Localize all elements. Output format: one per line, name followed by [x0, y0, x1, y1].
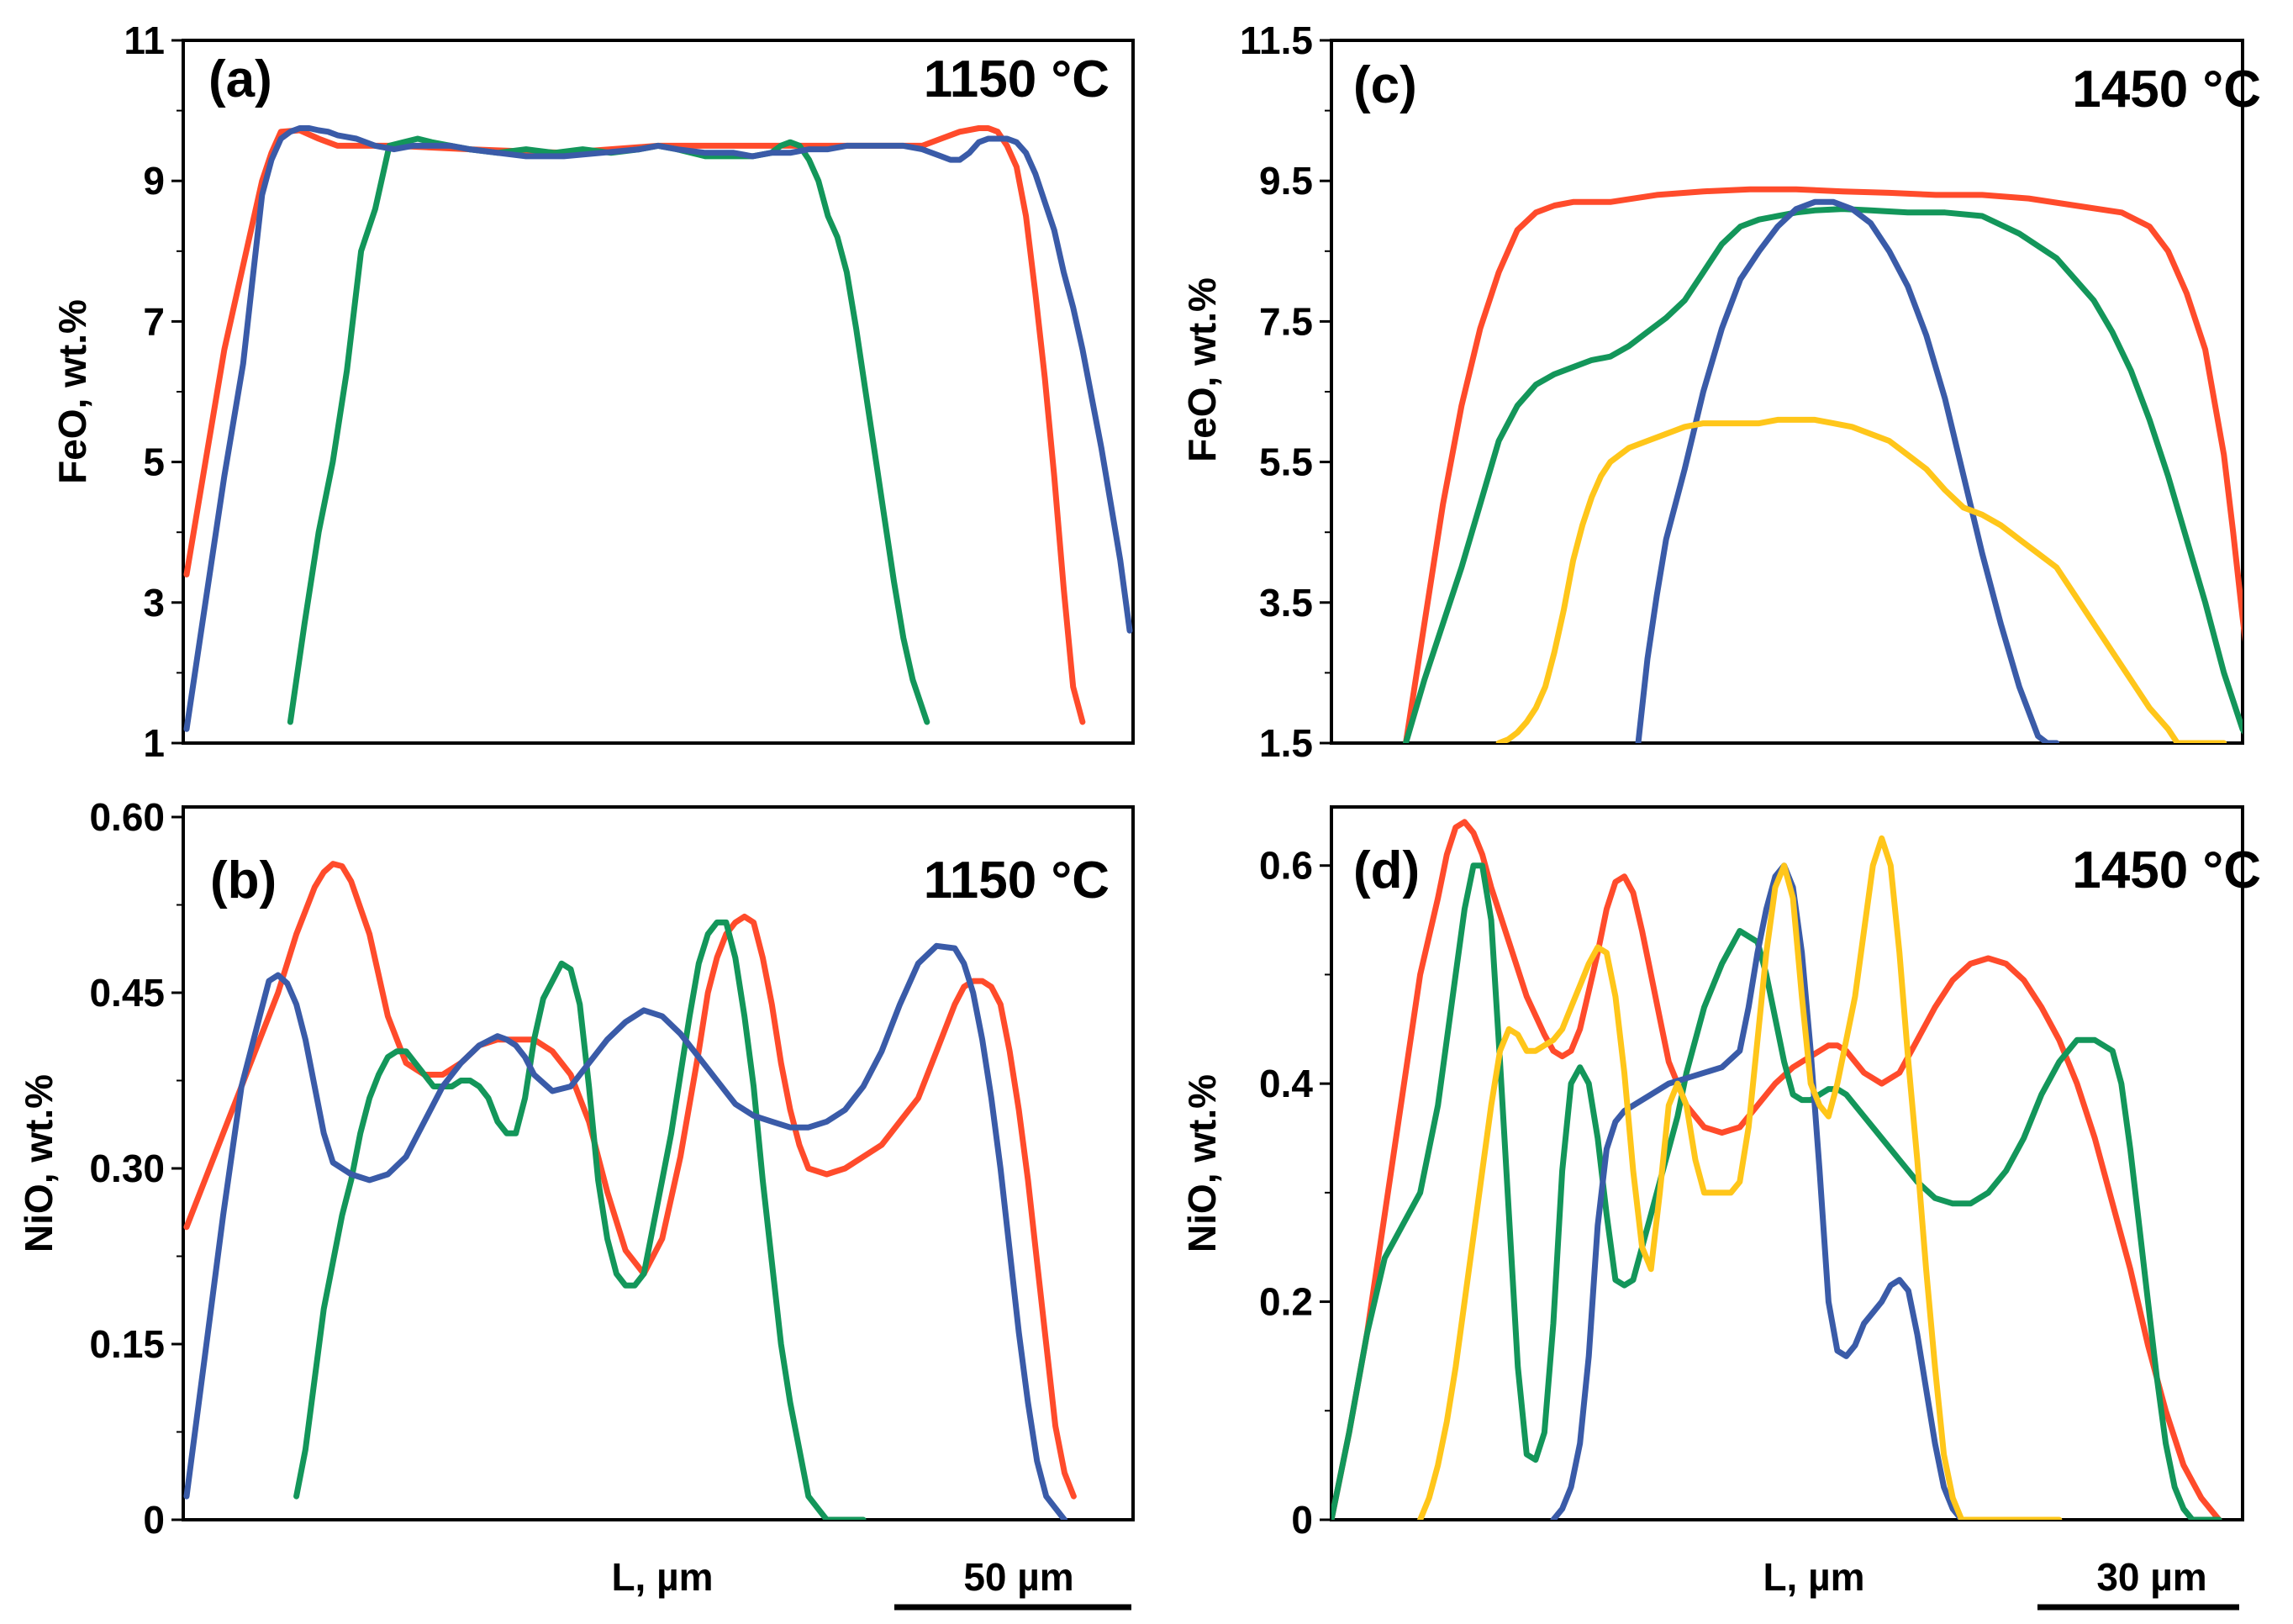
- panel-a-ytick-label: 3: [143, 581, 165, 625]
- panel-d-series-green: [1331, 862, 2222, 1520]
- panel-a-series: [183, 125, 1133, 732]
- panel-b-ytick-label: 0.60: [89, 795, 165, 839]
- panel-a-ytick-label: 11: [124, 18, 165, 62]
- panel-c-ytick-label: 1.5: [1259, 721, 1313, 765]
- panel-b-ylabel: NiO, wt.%: [17, 1074, 61, 1252]
- panel-b-series-blue: [183, 942, 1067, 1520]
- panel-c-ytick-label: 3.5: [1259, 581, 1313, 625]
- panel-a-label: (a): [208, 50, 272, 108]
- panel-b-y-axis: 0 0.15 0.30 0.45 0.60: [89, 795, 183, 1542]
- panel-a-series-green: [287, 135, 930, 725]
- panel-b-ytick-label: 0: [143, 1498, 165, 1542]
- panel-b-series-green: [293, 919, 867, 1520]
- panel-c-ytick-label: 9.5: [1259, 159, 1313, 203]
- panel-c-series-red: [1403, 186, 2243, 743]
- panel-d-temperature: 1450 °C: [2072, 841, 2261, 899]
- panel-b-frame: [182, 805, 1135, 1521]
- panel-c-label: (c): [1353, 56, 1417, 114]
- panel-c-ytick-label: 7.5: [1259, 299, 1313, 343]
- panel-a-ytick-label: 1: [143, 721, 165, 765]
- panel-c-series-green: [1403, 206, 2243, 743]
- panel-d-series: [1331, 819, 2222, 1520]
- panel-c: 1.5 3.5 5.5 7.5 9.5 11.5 (c) 1450 °C FeO, wt.…: [1180, 18, 2261, 765]
- panel-d-ytick-label: 0: [1291, 1498, 1313, 1542]
- panel-c-ylabel: FeO, wt.%: [1180, 277, 1224, 462]
- panel-c-temperature: 1450 °C: [2072, 61, 2261, 119]
- panel-b-xlabel: L, µm: [611, 1555, 713, 1599]
- panel-a-series-blue: [183, 125, 1133, 732]
- panel-a-series-red: [183, 125, 1086, 725]
- panel-d-ytick-label: 0.2: [1259, 1280, 1313, 1324]
- panel-c-series-blue: [1635, 198, 2060, 743]
- panel-c-ytick-label: 5.5: [1259, 440, 1313, 484]
- panel-b-scale-label: 50 µm: [963, 1555, 1073, 1599]
- panel-b-label: (b): [210, 852, 277, 910]
- panel-d-series-red: [1331, 819, 2222, 1520]
- panel-a-ylabel: FeO, wt.%: [50, 299, 94, 484]
- panel-c-series-yellow: [1495, 416, 2227, 743]
- panel-a-ytick-label: 9: [143, 159, 165, 203]
- panel-c-series: [1403, 186, 2243, 743]
- panel-d: 0 0.2 0.4 0.6 (d) 1450 °C NiO, wt.% L, µm 3…: [1180, 805, 2261, 1611]
- panel-d-scale-label: 30 µm: [2096, 1555, 2206, 1599]
- panel-d-ytick-label: 0.6: [1259, 844, 1313, 888]
- panel-d-ytick-label: 0.4: [1259, 1062, 1313, 1105]
- panel-d-xlabel: L, µm: [1763, 1555, 1864, 1599]
- panel-c-y-axis: 1.5 3.5 5.5 7.5 9.5 11.5: [1240, 18, 1331, 765]
- panel-a: 1 3 5 7 9 11 (a) 1150 °C FeO, wt.%: [50, 18, 1135, 765]
- panel-a-temperature: 1150 °C: [924, 50, 1110, 108]
- panel-b-series: [183, 861, 1077, 1520]
- panel-d-ylabel: NiO, wt.%: [1180, 1074, 1224, 1252]
- panel-b-ytick-label: 0.45: [89, 971, 165, 1015]
- panel-c-ytick-label: 11.5: [1240, 18, 1313, 62]
- panel-d-y-axis: 0 0.2 0.4 0.6: [1259, 844, 1331, 1542]
- panel-d-series-yellow: [1417, 835, 2063, 1520]
- panel-b-series-red: [183, 861, 1077, 1500]
- panel-b: 00.150.300.450.60 (b) 1150 °C NiO, wt.% …: [17, 795, 1135, 1611]
- panel-b-temperature: 1150 °C: [924, 852, 1110, 910]
- panel-a-ytick-label: 5: [143, 440, 165, 484]
- panel-d-label: (d): [1353, 841, 1420, 899]
- panel-b-ytick-label: 0.30: [89, 1147, 165, 1190]
- panel-d-frame: [1330, 805, 2244, 1521]
- panel-a-y-axis: 1 3 5 7 9 11: [124, 18, 183, 765]
- panel-a-ytick-label: 7: [143, 299, 165, 343]
- panel-b-ytick-label: 0.15: [89, 1322, 165, 1366]
